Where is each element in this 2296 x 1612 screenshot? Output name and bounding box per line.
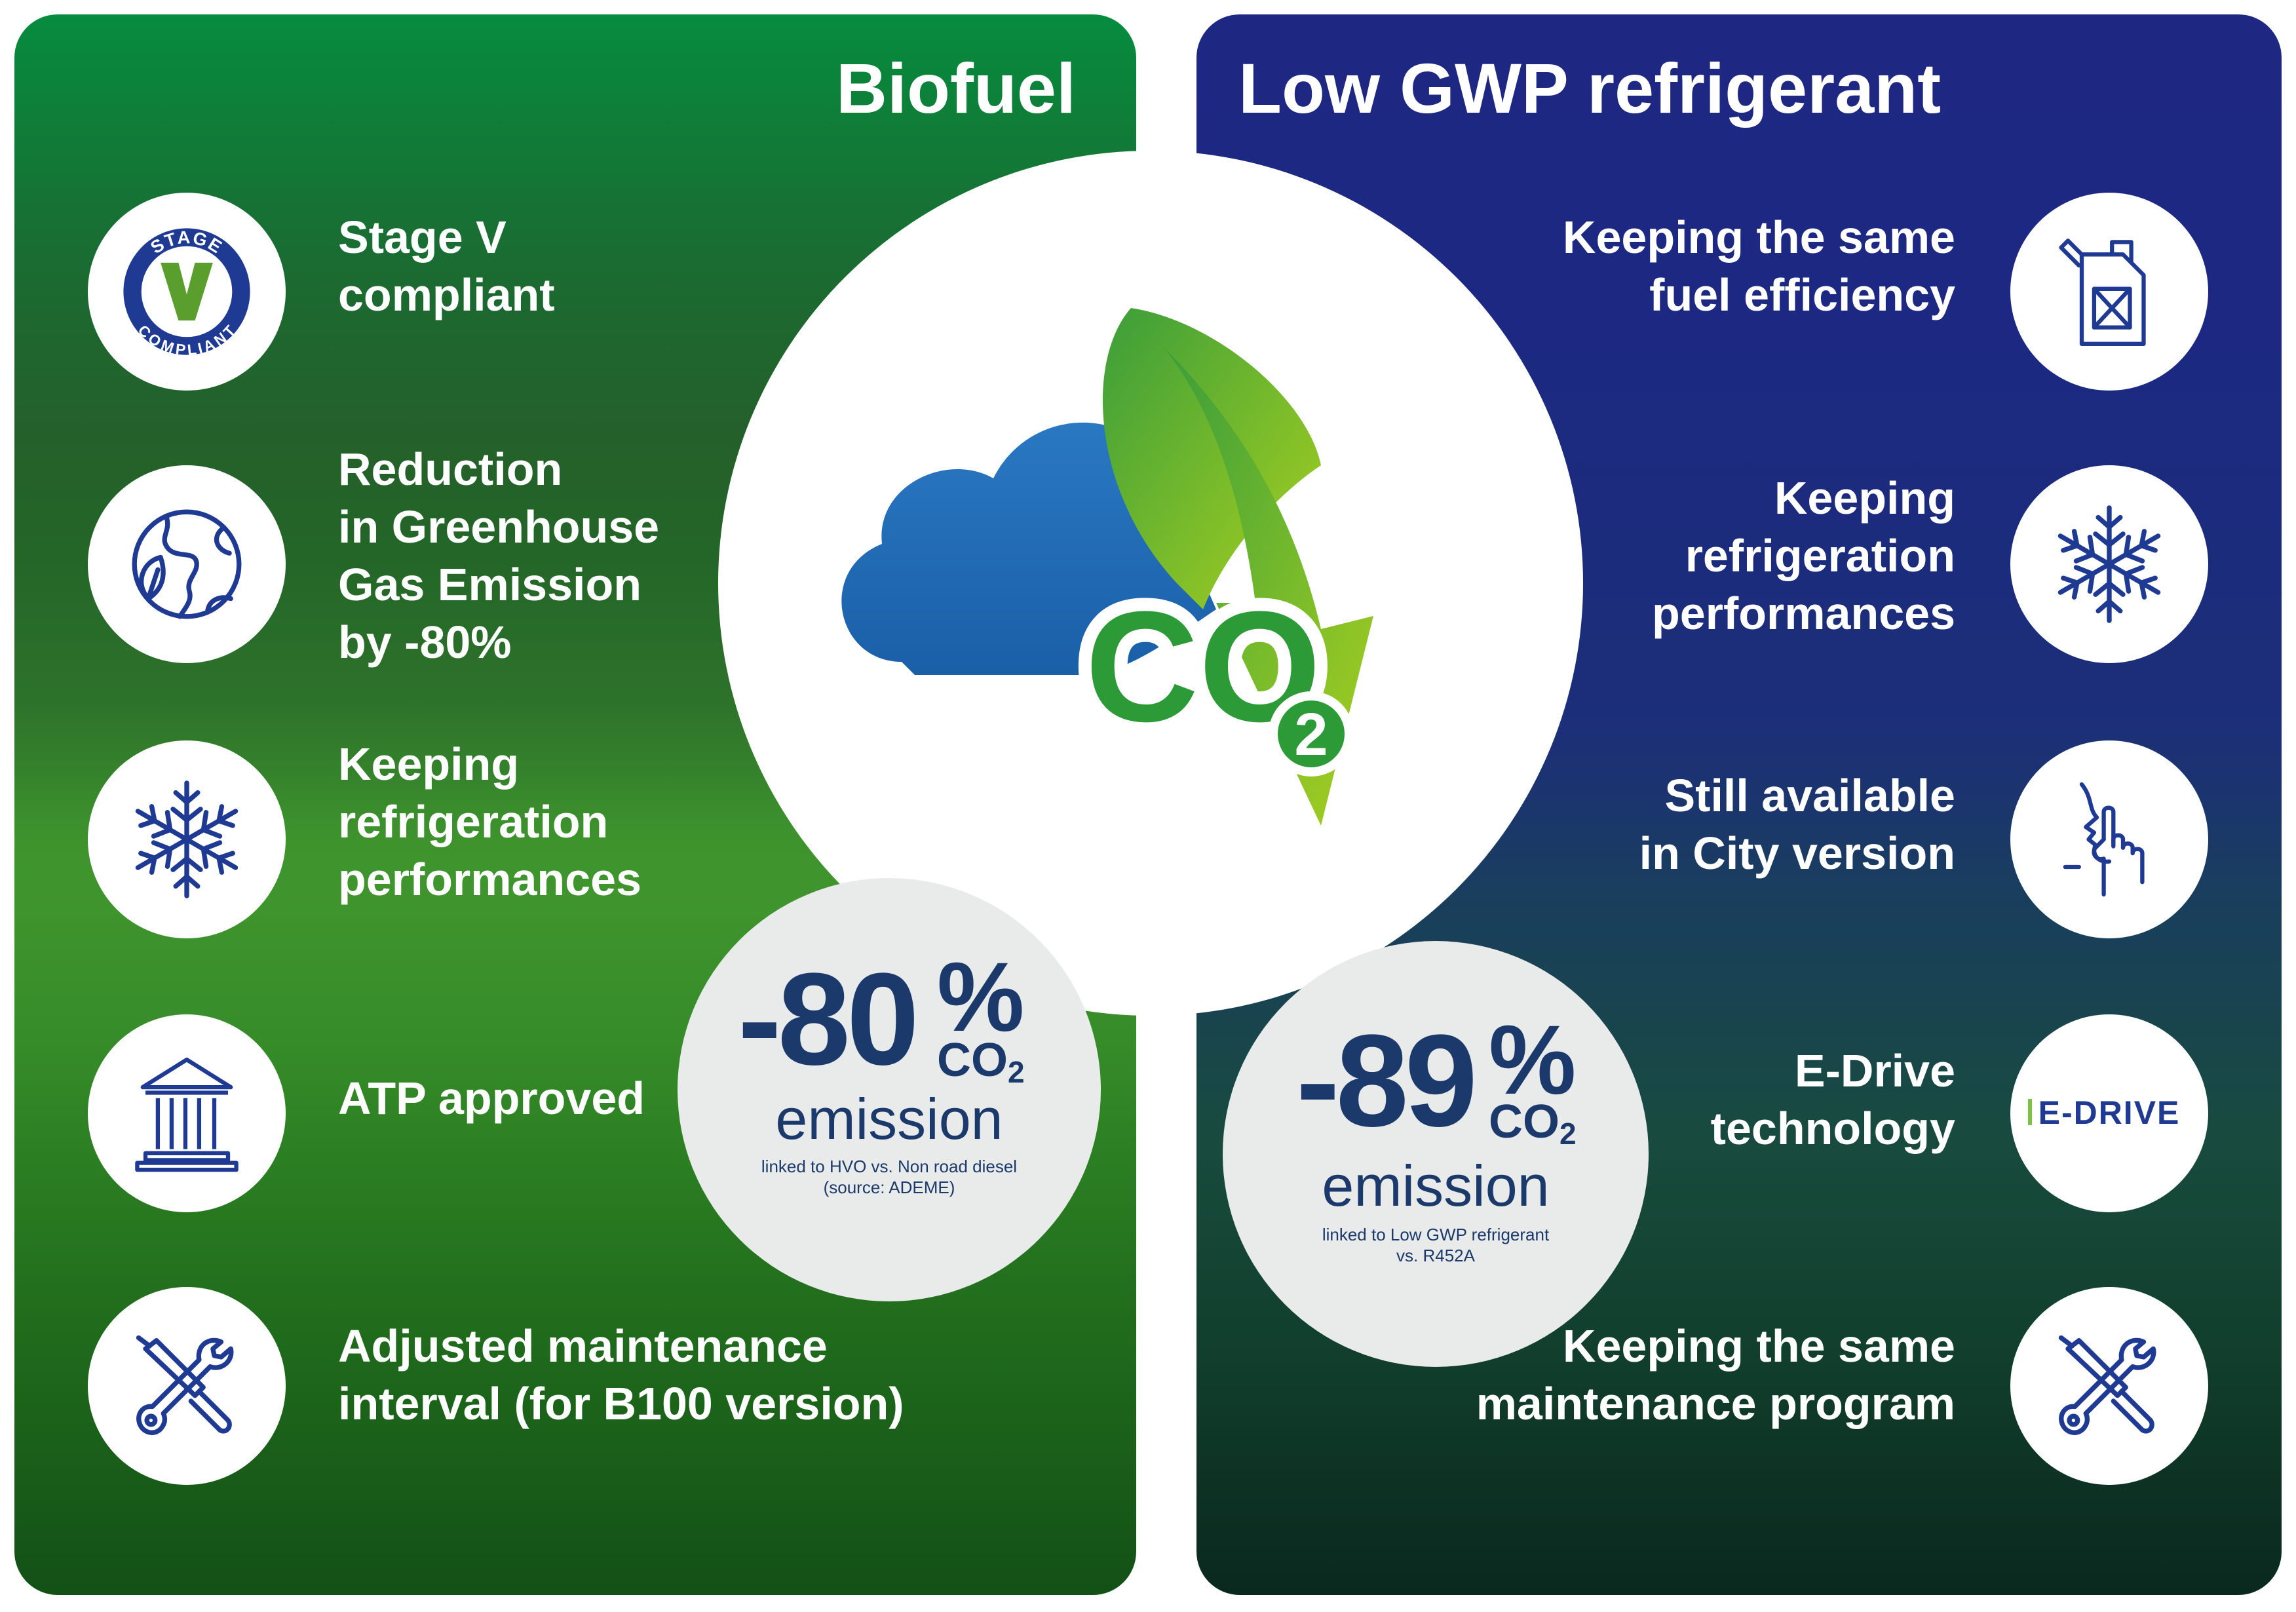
stat-note-1: linked to HVO vs. Non road diesel	[761, 1157, 1018, 1176]
globe-leaf-icon	[88, 465, 286, 663]
stat-label: emission	[775, 1086, 1003, 1151]
low-gwp-emission-stat: -89 % CO2 emission linked to Low GWP ref…	[1223, 941, 1649, 1367]
edrive-logo-text: E-DRIVE	[2038, 1094, 2181, 1131]
stage-v-badge-icon: STAGE COMPLIANT	[88, 193, 286, 391]
stat-note-1: linked to Low GWP refrigerant	[1322, 1225, 1550, 1244]
biofuel-title: Biofuel	[836, 48, 1076, 128]
feature-maintenance-right: Keeping the same maintenance program	[1476, 1320, 1955, 1429]
stat-co2: CO2	[1489, 1096, 1577, 1151]
co2-cloud-leaf-icon: CO CO 2	[718, 151, 1583, 1016]
stat-percent: %	[937, 942, 1025, 1052]
stat-note-2: vs. R452A	[1396, 1246, 1475, 1265]
tools-icon	[88, 1287, 286, 1485]
stat-value: -80	[738, 946, 919, 1092]
edrive-logo-icon: E-DRIVE	[2010, 1014, 2208, 1212]
stat-percent: %	[1489, 1005, 1577, 1115]
stat-co2: CO2	[937, 1034, 1025, 1089]
snowflake-icon	[2010, 465, 2208, 663]
snowflake-icon	[88, 740, 286, 938]
feature-atp: ATP approved	[338, 1073, 645, 1124]
stat-label: emission	[1322, 1153, 1550, 1218]
low-gwp-title: Low GWP refrigerant	[1238, 48, 1942, 128]
biofuel-emission-stat: -80 % CO2 emission linked to HVO vs. Non…	[678, 878, 1101, 1301]
feature-stage-v: Stage V compliant	[338, 212, 555, 320]
stat-note-2: (source: ADEME)	[823, 1178, 955, 1197]
feature-edrive: E-Drive technology	[1710, 1045, 1955, 1154]
tools-icon	[2010, 1287, 2208, 1485]
stat-value: -89	[1296, 1008, 1478, 1154]
quiet-gesture-icon	[2010, 740, 2208, 938]
building-columns-icon	[88, 1014, 286, 1212]
feature-refrigeration-left: Keeping refrigeration performances	[338, 739, 641, 905]
fuel-can-icon	[2010, 193, 2208, 391]
center-sub-text: 2	[1294, 701, 1328, 768]
center-co-halo: CO	[1085, 579, 1321, 754]
feature-city-version: Still available in City version	[1639, 770, 1955, 879]
feature-greenhouse: Reduction in Greenhouse Gas Emission by …	[338, 444, 660, 668]
feature-maintenance-left: Adjusted maintenance interval (for B100 …	[338, 1320, 904, 1429]
feature-refrigeration-right: Keeping refrigeration performances	[1652, 472, 1955, 639]
feature-fuel-efficiency: Keeping the same fuel efficiency	[1562, 212, 1955, 320]
